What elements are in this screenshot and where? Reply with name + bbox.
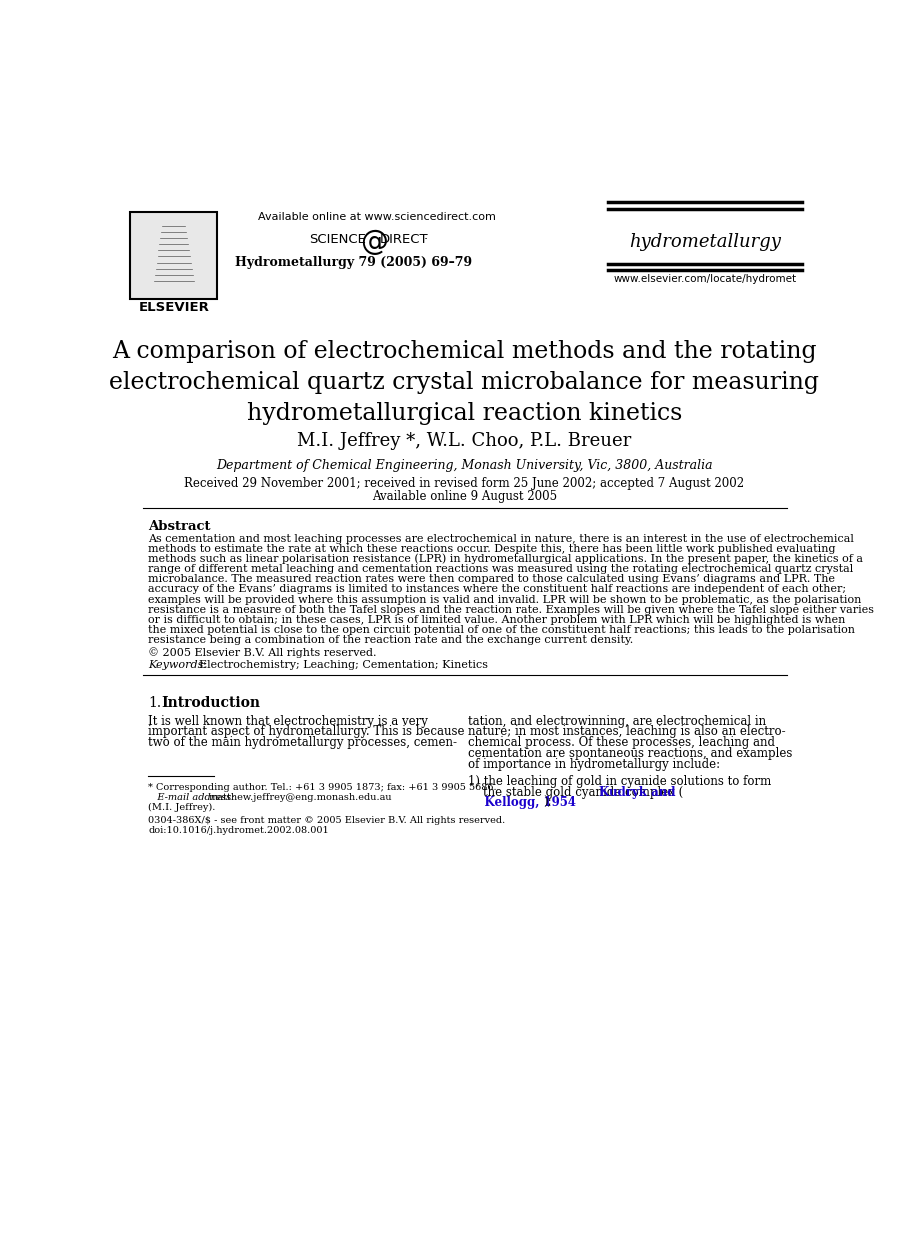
Text: methods to estimate the rate at which these reactions occur. Despite this, there: methods to estimate the rate at which th… bbox=[148, 543, 835, 553]
Text: E-mail address:: E-mail address: bbox=[148, 794, 238, 802]
Text: Available online 9 August 2005: Available online 9 August 2005 bbox=[372, 490, 557, 504]
Text: examples will be provided where this assumption is valid and invalid. LPR will b: examples will be provided where this ass… bbox=[148, 594, 862, 604]
Text: www.elsevier.com/locate/hydromet: www.elsevier.com/locate/hydromet bbox=[613, 274, 796, 284]
Text: 0304-386X/$ - see front matter © 2005 Elsevier B.V. All rights reserved.: 0304-386X/$ - see front matter © 2005 El… bbox=[148, 816, 505, 826]
Text: It is well known that electrochemistry is a very: It is well known that electrochemistry i… bbox=[148, 714, 428, 728]
Text: M.I. Jeffrey *, W.L. Choo, P.L. Breuer: M.I. Jeffrey *, W.L. Choo, P.L. Breuer bbox=[297, 432, 631, 449]
Text: of importance in hydrometallurgy include:: of importance in hydrometallurgy include… bbox=[468, 758, 720, 771]
Text: Hydrometallurgy 79 (2005) 69–79: Hydrometallurgy 79 (2005) 69–79 bbox=[235, 256, 473, 270]
Text: doi:10.1016/j.hydromet.2002.08.001: doi:10.1016/j.hydromet.2002.08.001 bbox=[148, 826, 329, 834]
Text: @: @ bbox=[360, 228, 387, 256]
Text: hydrometallurgy: hydrometallurgy bbox=[629, 233, 781, 251]
Text: As cementation and most leaching processes are electrochemical in nature, there : As cementation and most leaching process… bbox=[148, 534, 854, 543]
Text: Electrochemistry; Leaching; Cementation; Kinetics: Electrochemistry; Leaching; Cementation;… bbox=[199, 660, 488, 670]
Text: Available online at www.sciencedirect.com: Available online at www.sciencedirect.co… bbox=[258, 212, 496, 222]
Text: tation, and electrowinning, are electrochemical in: tation, and electrowinning, are electroc… bbox=[468, 714, 766, 728]
Text: Received 29 November 2001; received in revised form 25 June 2002; accepted 7 Aug: Received 29 November 2001; received in r… bbox=[184, 478, 745, 490]
Text: © 2005 Elsevier B.V. All rights reserved.: © 2005 Elsevier B.V. All rights reserved… bbox=[148, 647, 376, 657]
Text: * Corresponding author. Tel.: +61 3 9905 1873; fax: +61 3 9905 5686.: * Corresponding author. Tel.: +61 3 9905… bbox=[148, 784, 497, 792]
Text: methods such as linear polarisation resistance (LPR) in hydrometallurgical appli: methods such as linear polarisation resi… bbox=[148, 553, 863, 565]
Text: DIRECT: DIRECT bbox=[380, 233, 429, 246]
Text: ELSEVIER: ELSEVIER bbox=[139, 301, 210, 314]
Text: Keywords:: Keywords: bbox=[148, 660, 208, 670]
Bar bbox=[131, 213, 217, 298]
Text: cementation are spontaneous reactions, and examples: cementation are spontaneous reactions, a… bbox=[468, 747, 793, 760]
Text: (M.I. Jeffrey).: (M.I. Jeffrey). bbox=[148, 803, 216, 812]
Text: resistance being a combination of the reaction rate and the exchange current den: resistance being a combination of the re… bbox=[148, 635, 633, 645]
Text: ·: · bbox=[424, 233, 427, 246]
Text: the mixed potential is close to the open circuit potential of one of the constit: the mixed potential is close to the open… bbox=[148, 625, 855, 635]
Text: 1.: 1. bbox=[148, 696, 161, 711]
Text: Introduction: Introduction bbox=[161, 696, 260, 711]
Text: the stable gold cyanide complex (: the stable gold cyanide complex ( bbox=[468, 785, 684, 799]
Text: Kudryk and: Kudryk and bbox=[599, 785, 675, 799]
Text: or is difficult to obtain; in these cases, LPR is of limited value. Another prob: or is difficult to obtain; in these case… bbox=[148, 615, 845, 625]
Text: Kellogg, 1954: Kellogg, 1954 bbox=[468, 796, 576, 810]
Text: microbalance. The measured reaction rates were then compared to those calculated: microbalance. The measured reaction rate… bbox=[148, 574, 835, 584]
Text: 1) the leaching of gold in cyanide solutions to form: 1) the leaching of gold in cyanide solut… bbox=[468, 775, 772, 787]
Text: accuracy of the Evans’ diagrams is limited to instances where the constituent ha: accuracy of the Evans’ diagrams is limit… bbox=[148, 584, 846, 594]
Text: two of the main hydrometallurgy processes, cemen-: two of the main hydrometallurgy processe… bbox=[148, 737, 457, 749]
Text: nature; in most instances, leaching is also an electro-: nature; in most instances, leaching is a… bbox=[468, 725, 786, 738]
Text: A comparison of electrochemical methods and the rotating
electrochemical quartz : A comparison of electrochemical methods … bbox=[110, 339, 819, 425]
Text: Department of Chemical Engineering, Monash University, Vic, 3800, Australia: Department of Chemical Engineering, Mona… bbox=[216, 459, 713, 472]
Text: Abstract: Abstract bbox=[148, 520, 210, 534]
Text: );: ); bbox=[542, 796, 551, 810]
Text: important aspect of hydrometallurgy. This is because: important aspect of hydrometallurgy. Thi… bbox=[148, 725, 464, 738]
Text: SCIENCE: SCIENCE bbox=[308, 233, 366, 246]
Text: chemical process. Of these processes, leaching and: chemical process. Of these processes, le… bbox=[468, 737, 775, 749]
Text: range of different metal leaching and cementation reactions was measured using t: range of different metal leaching and ce… bbox=[148, 565, 853, 574]
Text: matthew.jeffrey@eng.monash.edu.au: matthew.jeffrey@eng.monash.edu.au bbox=[209, 794, 393, 802]
Text: resistance is a measure of both the Tafel slopes and the reaction rate. Examples: resistance is a measure of both the Tafe… bbox=[148, 604, 874, 615]
